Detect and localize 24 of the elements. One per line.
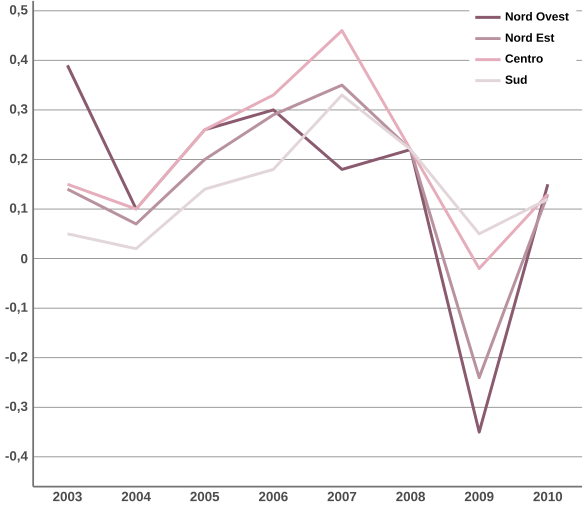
y-tick-label: -0,2: [5, 352, 28, 364]
y-tick-label: -0,3: [5, 401, 28, 413]
line-series: [66, 84, 550, 379]
legend-label: Nord Est: [506, 33, 554, 42]
x-tick-label: 2003: [53, 492, 82, 502]
x-tick-label: 2006: [258, 492, 288, 502]
y-tick-label: 0: [21, 254, 28, 264]
x-tick-label: 2010: [533, 492, 562, 502]
legend-label: Centro: [506, 54, 543, 63]
line-series: [66, 93, 550, 250]
x-tick-label: 2008: [396, 492, 425, 502]
y-tick-label: -0,1: [5, 302, 28, 314]
x-tick-label: 2009: [464, 492, 494, 502]
y-tick-label: 0,5: [10, 4, 28, 16]
y-tick-label: -0,4: [5, 451, 28, 462]
x-tick-label: 2007: [328, 492, 356, 502]
legend-label: Nord Ovest: [506, 12, 569, 21]
y-tick-label: 0,1: [10, 203, 28, 215]
x-tick-label: 2005: [190, 492, 220, 502]
y-tick-label: 0,4: [10, 54, 28, 66]
legend-label: Sud: [505, 75, 527, 84]
x-tick-label: 2004: [122, 492, 151, 502]
y-tick-label: 0,3: [10, 104, 28, 116]
y-tick-label: 0,2: [10, 154, 28, 166]
